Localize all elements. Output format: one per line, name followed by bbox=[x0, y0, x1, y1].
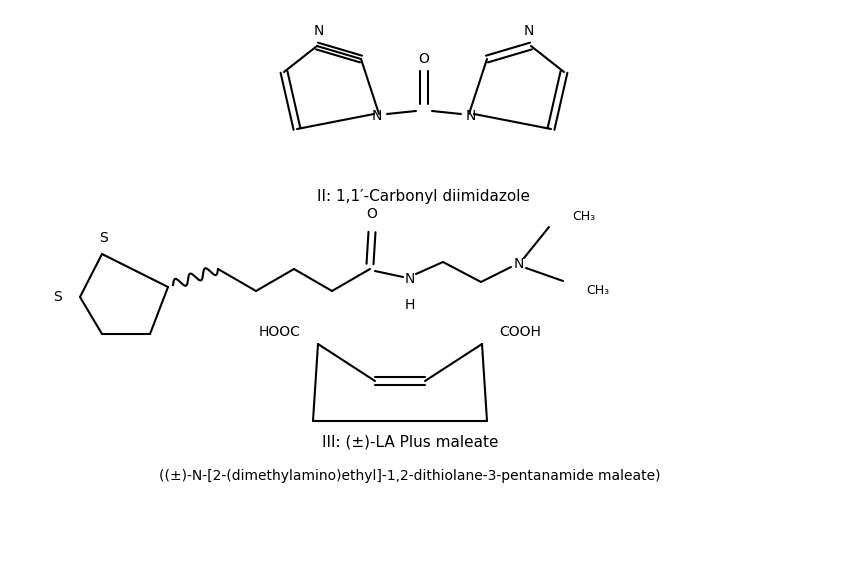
Text: O: O bbox=[419, 52, 429, 66]
Text: N: N bbox=[404, 272, 416, 286]
Text: S: S bbox=[53, 290, 63, 304]
Text: CH₃: CH₃ bbox=[586, 284, 609, 297]
Text: N: N bbox=[371, 109, 382, 123]
Text: CH₃: CH₃ bbox=[572, 209, 595, 223]
Text: COOH: COOH bbox=[499, 325, 541, 339]
Text: N: N bbox=[524, 24, 534, 38]
Text: S: S bbox=[99, 231, 109, 245]
Text: H: H bbox=[404, 298, 416, 312]
Text: N: N bbox=[314, 24, 324, 38]
Text: II: 1,1′-Carbonyl diimidazole: II: 1,1′-Carbonyl diimidazole bbox=[317, 188, 531, 204]
Text: HOOC: HOOC bbox=[259, 325, 301, 339]
Text: ((±)-N-[2-(dimethylamino)ethyl]-1,2-dithiolane-3-pentanamide maleate): ((±)-N-[2-(dimethylamino)ethyl]-1,2-dith… bbox=[159, 469, 661, 483]
Text: O: O bbox=[366, 207, 377, 221]
Text: N: N bbox=[514, 257, 524, 271]
Text: III: (±)-LA Plus maleate: III: (±)-LA Plus maleate bbox=[321, 434, 499, 450]
Text: N: N bbox=[466, 109, 477, 123]
